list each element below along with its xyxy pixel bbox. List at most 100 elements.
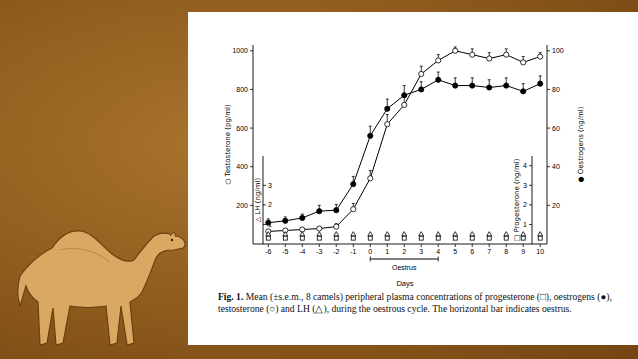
error-cap — [437, 72, 440, 73]
y3-tick — [529, 185, 532, 186]
series-line — [268, 51, 540, 232]
x-tick-label: 1 — [385, 248, 389, 255]
error-cap — [386, 99, 389, 100]
x-tick-label: -4 — [299, 248, 305, 255]
error-cap — [352, 203, 355, 204]
point — [436, 77, 441, 82]
point — [470, 232, 475, 236]
point — [351, 232, 356, 236]
error-cap — [301, 214, 304, 215]
x-tick-label: 3 — [419, 248, 423, 255]
y3-tick-label: 2 — [523, 201, 527, 208]
y2-tick-label: 60 — [552, 125, 560, 132]
x-tick-label: -1 — [350, 248, 356, 255]
point — [266, 236, 270, 240]
x-tick-label: 9 — [521, 248, 525, 255]
point — [538, 81, 543, 86]
y4-tick — [263, 185, 266, 186]
x-tick-label: 10 — [536, 248, 544, 255]
error-cap — [522, 56, 525, 57]
y3-tick — [529, 224, 532, 225]
point — [385, 106, 390, 111]
point — [300, 236, 304, 240]
point — [368, 133, 373, 138]
error-cap — [318, 205, 321, 206]
point — [283, 232, 288, 236]
point — [402, 93, 407, 98]
x-tick-label: 5 — [453, 248, 457, 255]
x-axis-label: Days — [396, 279, 413, 288]
point — [385, 236, 389, 240]
x-tick — [421, 244, 422, 247]
point — [419, 71, 424, 76]
y2-axis-label: ● Oestrogens (ng/ml) — [577, 106, 585, 182]
y-tick — [250, 128, 253, 129]
point — [368, 232, 373, 236]
x-tick-label: 4 — [436, 248, 440, 255]
point — [521, 232, 526, 236]
x-tick-label: -5 — [282, 248, 288, 255]
x-tick-label: -3 — [316, 248, 322, 255]
point — [266, 220, 271, 225]
y2-tick — [547, 50, 550, 51]
camel-illustration — [18, 231, 185, 345]
point — [538, 54, 543, 59]
y2-tick-label: 20 — [552, 202, 560, 209]
y4-tick-label: 3 — [268, 182, 272, 189]
x-tick-label: -6 — [265, 248, 271, 255]
point — [487, 85, 492, 90]
point — [368, 176, 373, 181]
y4-tick-label: 2 — [268, 201, 272, 208]
x-tick-label: -2 — [333, 248, 339, 255]
point — [453, 48, 458, 53]
error-cap — [420, 66, 423, 67]
error-cap — [403, 85, 406, 86]
point — [470, 52, 475, 57]
error-cap — [386, 114, 389, 115]
y2-tick — [547, 205, 550, 206]
axes: -6-5-4-3-2-1012345678910Days200400600800… — [224, 45, 585, 288]
y-tick-label: 400 — [236, 163, 248, 170]
y-tick — [250, 50, 253, 51]
point — [334, 224, 339, 229]
figure-label: Fig. 1. — [218, 291, 243, 302]
y-axis-label: ○ Testosterone (pg/ml) — [224, 104, 232, 185]
error-cap — [454, 77, 457, 78]
point — [317, 232, 322, 236]
point — [538, 236, 542, 240]
error-cap — [369, 170, 372, 171]
y3-tick-label: 3 — [523, 182, 527, 189]
point — [385, 232, 390, 236]
series-line — [268, 80, 540, 223]
y2-tick-label: 100 — [552, 47, 564, 54]
point — [487, 236, 491, 240]
y-tick — [250, 89, 253, 90]
y2-axis-line — [547, 45, 548, 244]
y4-tick — [263, 224, 266, 225]
y2-tick — [547, 166, 550, 167]
error-cap — [335, 204, 338, 205]
error-cap — [539, 52, 542, 53]
point — [521, 89, 526, 94]
point — [521, 60, 526, 65]
error-cap — [420, 81, 423, 82]
x-tick — [540, 244, 541, 247]
point — [334, 208, 339, 213]
y-tick-label: 800 — [236, 86, 248, 93]
point — [487, 232, 492, 236]
caption: Fig. 1. Mean (±s.e.m., 8 camels) periphe… — [218, 291, 618, 315]
y3-axis-line — [532, 156, 533, 244]
point — [300, 232, 305, 236]
x-tick — [455, 244, 456, 247]
oestrus-label: Oestrus — [392, 264, 417, 271]
y-tick — [250, 205, 253, 206]
point — [419, 232, 424, 236]
error-cap — [505, 48, 508, 49]
y4-axis-line — [263, 156, 264, 244]
oestrus-line — [370, 258, 438, 259]
x-tick-label: 8 — [504, 248, 508, 255]
point — [317, 226, 322, 231]
x-tick — [404, 244, 405, 247]
point — [521, 236, 525, 240]
point — [317, 209, 322, 214]
